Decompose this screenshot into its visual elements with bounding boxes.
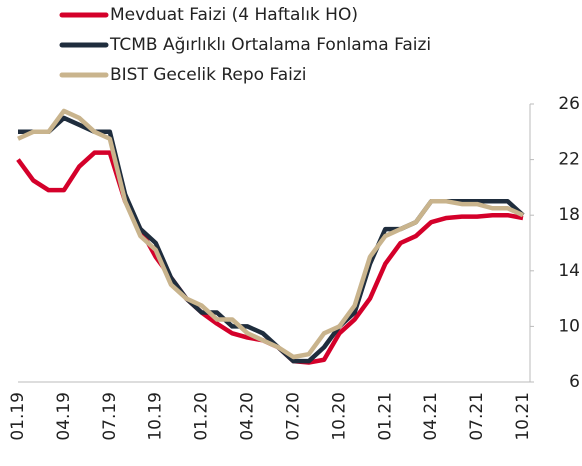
- x-tick-label: 07.21: [467, 392, 487, 441]
- x-tick-label: 07.19: [100, 392, 120, 441]
- x-tick-label: 01.21: [375, 392, 395, 441]
- x-tick-label: 10.19: [146, 392, 166, 441]
- y-tick-label: 10: [558, 316, 580, 336]
- y-tick-label: 6: [569, 372, 580, 392]
- legend-label: BIST Gecelik Repo Faizi: [110, 65, 307, 85]
- x-tick-label: 04.20: [238, 392, 258, 441]
- y-tick-label: 22: [558, 150, 580, 170]
- legend-label: Mevduat Faizi (4 Haftalık HO): [110, 5, 358, 25]
- x-tick-label: 10.21: [513, 392, 533, 441]
- x-tick-label: 10.20: [329, 392, 349, 441]
- y-tick-label: 14: [558, 261, 580, 281]
- y-tick-label: 18: [558, 205, 580, 225]
- x-tick-label: 04.19: [54, 392, 74, 441]
- y-tick-label: 26: [558, 94, 580, 114]
- series-line: [17, 108, 524, 360]
- x-tick-label: 01.19: [8, 392, 28, 441]
- legend-label: TCMB Ağırlıklı Ortalama Fonlama Faizi: [109, 35, 431, 55]
- x-tick-label: 07.20: [283, 392, 303, 441]
- series-line: [16, 150, 524, 365]
- x-tick-label: 04.21: [421, 392, 441, 441]
- x-tick-label: 01.20: [192, 392, 212, 441]
